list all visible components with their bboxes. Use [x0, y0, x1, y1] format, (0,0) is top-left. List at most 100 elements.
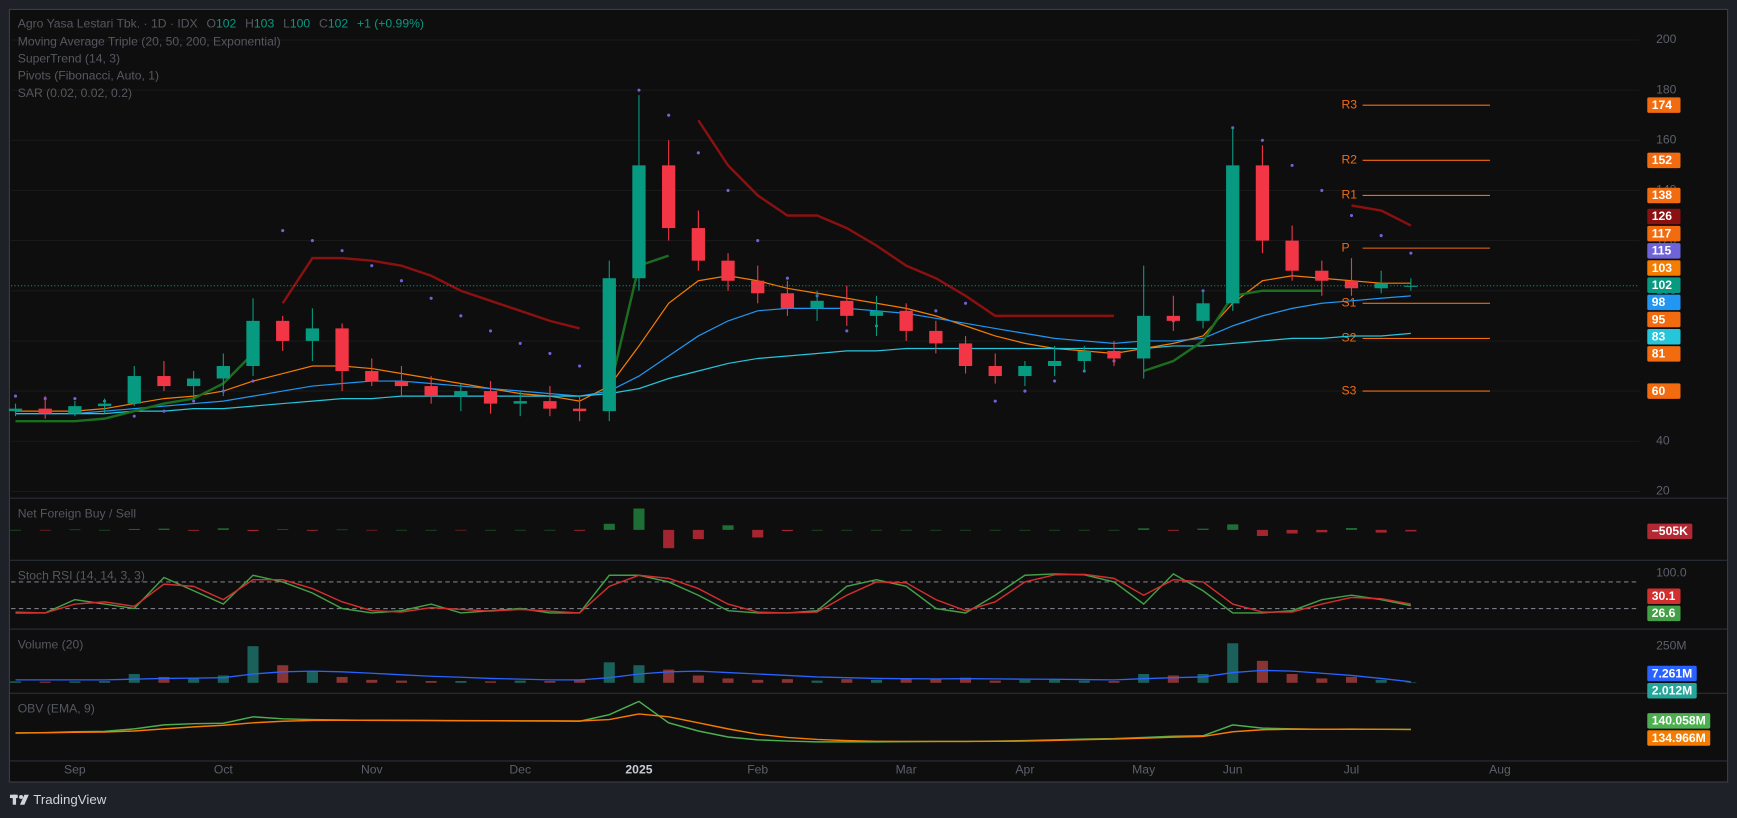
candle-body	[602, 278, 616, 412]
bar	[811, 529, 823, 531]
bar	[603, 523, 615, 530]
sar-dot	[667, 113, 671, 117]
bar	[1019, 529, 1031, 531]
bar	[277, 529, 289, 530]
ohlc-label: H	[245, 17, 254, 31]
sar-dot	[162, 409, 166, 413]
bar	[781, 529, 793, 532]
y-tick-label: 40	[1656, 433, 1670, 447]
ohlc-value: 100	[290, 17, 311, 31]
bar	[1405, 529, 1417, 532]
bar	[247, 646, 259, 683]
x-tick-label: Jul	[1344, 763, 1360, 777]
ohlc-value: 102	[328, 17, 349, 31]
legend-header: Agro Yasa Lestari Tbk. · 1D · IDX O102 H10…	[18, 17, 424, 31]
candle-body	[1255, 165, 1270, 241]
bar	[514, 529, 526, 531]
sar-dot	[73, 397, 77, 401]
bar	[395, 529, 407, 531]
price-tag: 174	[1652, 98, 1673, 112]
bar	[336, 676, 348, 683]
bar	[366, 679, 378, 683]
x-tick-label: Dec	[509, 763, 531, 777]
chart-frame	[8, 8, 1729, 783]
bar	[1167, 529, 1179, 531]
candle-body	[780, 293, 795, 309]
bar	[69, 681, 81, 683]
bar	[306, 529, 318, 531]
indicator-line	[15, 573, 1411, 614]
sar-dot	[459, 314, 463, 318]
bar	[900, 678, 912, 683]
sar-dot	[696, 151, 700, 155]
bar	[663, 669, 675, 683]
sar-dot	[488, 329, 493, 333]
candle-body	[1226, 165, 1240, 304]
sar-dot	[963, 301, 968, 305]
bar	[9, 681, 22, 683]
candle-body	[899, 310, 913, 331]
candle-body	[513, 401, 527, 404]
indicator-line	[15, 713, 1411, 743]
price-tag: 2.012M	[1652, 683, 1693, 697]
indicator-name: SAR (0.02, 0.02, 0.2)	[18, 86, 132, 100]
candle-body	[127, 376, 141, 404]
sar-dot	[281, 229, 285, 233]
candle-body	[1047, 360, 1062, 367]
x-tick-label: Aug	[1489, 763, 1511, 777]
bar	[306, 671, 318, 683]
candle-body	[869, 310, 884, 316]
bar	[781, 679, 793, 683]
pivot-label: R2	[1342, 153, 1358, 167]
candle-body	[721, 260, 735, 281]
bar	[900, 529, 912, 531]
candle-body	[246, 320, 260, 367]
ohlc-value: 103	[254, 17, 275, 31]
bar	[128, 674, 140, 683]
x-tick-label: Sep	[64, 763, 86, 777]
bar	[841, 529, 853, 531]
y-tick-label: 20	[1656, 484, 1670, 498]
bar	[425, 529, 437, 531]
candle-body	[958, 343, 973, 367]
price-tag: 103	[1652, 261, 1673, 275]
x-tick-label: Nov	[361, 763, 384, 777]
price-tag: −505K	[1652, 524, 1688, 538]
sar-dot	[726, 188, 730, 192]
x-tick-label: Mar	[896, 763, 917, 777]
price-tag: 98	[1652, 295, 1666, 309]
candle-body	[751, 280, 765, 294]
price-tag: 81	[1652, 347, 1666, 361]
x-tick-label: Apr	[1015, 763, 1034, 777]
bar	[663, 529, 675, 549]
price-tag-bg	[1647, 208, 1681, 225]
bar	[366, 529, 378, 531]
sar-dot	[399, 279, 404, 283]
pivot-label: R3	[1342, 97, 1358, 111]
sar-dot	[578, 364, 582, 368]
ohlc-label: L	[283, 17, 290, 31]
candle-body	[68, 406, 82, 414]
footer-brand: TradingView	[33, 792, 106, 807]
bar	[1197, 674, 1209, 683]
bar	[1049, 679, 1061, 683]
bar	[989, 529, 1001, 531]
sar-dot	[548, 351, 552, 356]
price-tag-bg	[1647, 311, 1681, 328]
price-tag-bg	[1647, 187, 1681, 204]
bar	[1108, 681, 1120, 683]
price-tag-bg	[1647, 152, 1681, 169]
bar	[1049, 529, 1061, 531]
bar	[158, 676, 170, 683]
overlay-line	[15, 275, 1411, 412]
ohlc-value: 102	[216, 17, 237, 31]
indicator-line	[15, 573, 1412, 614]
y-tick-label: 200	[1656, 32, 1677, 46]
bar	[158, 528, 170, 530]
bar	[455, 681, 467, 683]
candle-body	[662, 165, 676, 229]
bar	[128, 528, 140, 530]
bar	[1108, 529, 1120, 531]
price-tag-bg	[1647, 730, 1711, 746]
bar	[1167, 675, 1179, 683]
